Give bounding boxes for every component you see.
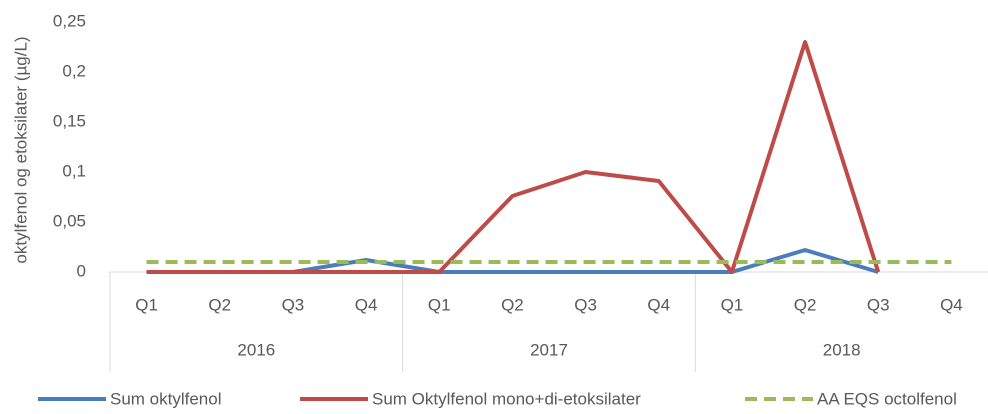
x-tick-label: Q2	[794, 295, 817, 314]
x-tick-label: Q3	[574, 295, 597, 314]
y-tick-label: 0	[77, 261, 86, 280]
y-tick-label: 0,05	[53, 211, 86, 230]
legend-label: Sum Oktylfenol mono+di-etoksilater	[372, 389, 641, 408]
y-tick-label: 0,1	[62, 161, 86, 180]
legend-label: Sum oktylfenol	[110, 389, 222, 408]
x-tick-label: Q3	[282, 295, 305, 314]
y-tick-label: 0,25	[53, 11, 86, 30]
series-line	[146, 40, 881, 274]
y-tick-label: 0,2	[62, 61, 86, 80]
x-tick-label: Q4	[355, 295, 378, 314]
x-tick-label: Q4	[940, 295, 963, 314]
x-tick-label: Q2	[501, 295, 524, 314]
y-axis-label: oktylfenol og etoksilater (µg/L)	[11, 36, 30, 263]
group-label: 2016	[237, 340, 275, 359]
x-tick-label: Q1	[135, 295, 158, 314]
x-tick-label: Q1	[721, 295, 744, 314]
y-tick-label: 0,15	[53, 111, 86, 130]
x-tick-label: Q3	[867, 295, 890, 314]
x-tick-label: Q4	[647, 295, 670, 314]
x-tick-label: Q2	[208, 295, 231, 314]
legend-label: AA EQS octolfenol	[817, 389, 957, 408]
x-tick-label: Q1	[428, 295, 451, 314]
group-label: 2018	[823, 340, 861, 359]
group-label: 2017	[530, 340, 568, 359]
